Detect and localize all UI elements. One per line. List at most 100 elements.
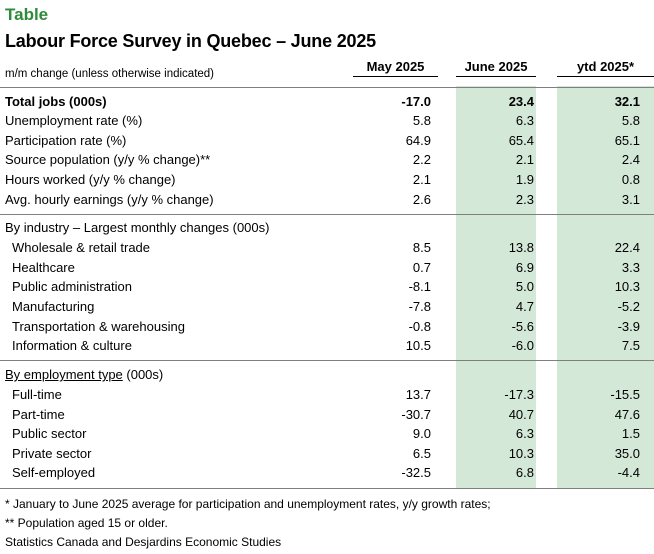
value-june: 65.4 bbox=[508, 133, 534, 148]
value-june: 6.3 bbox=[515, 113, 534, 128]
value-ytd: -5.2 bbox=[617, 299, 640, 314]
table-row-public-administration: Public administration -8.1 5.0 10.3 bbox=[0, 277, 654, 297]
value-june: -17.3 bbox=[504, 387, 534, 402]
row-label: Public sector bbox=[12, 426, 87, 441]
value-may: 13.7 bbox=[405, 387, 431, 402]
value-may: -0.8 bbox=[408, 319, 431, 334]
industry-section-title: By industry – Largest monthly changes (0… bbox=[5, 220, 270, 235]
value-ytd: 22.4 bbox=[614, 240, 640, 255]
table-row-manufacturing: Manufacturing -7.8 4.7 -5.2 bbox=[0, 297, 654, 317]
table-row-unemployment-rate: Unemployment rate (%) 5.8 6.3 5.8 bbox=[0, 111, 654, 131]
row-label: Information & culture bbox=[12, 338, 132, 353]
row-label: Full-time bbox=[12, 387, 62, 402]
table-row-information-culture: Information & culture 10.5 -6.0 7.5 bbox=[0, 336, 654, 356]
ytd-column-shade bbox=[557, 86, 654, 488]
row-label: Participation rate (%) bbox=[5, 133, 127, 148]
header-underline-ytd bbox=[557, 76, 654, 77]
value-may: -7.8 bbox=[408, 299, 431, 314]
table-row-total-jobs: Total jobs (000s) -17.0 23.4 32.1 bbox=[0, 92, 654, 112]
value-ytd: 0.8 bbox=[621, 172, 640, 187]
value-june: 5.0 bbox=[515, 279, 534, 294]
row-label: Public administration bbox=[12, 279, 132, 294]
value-may: -8.1 bbox=[408, 279, 431, 294]
value-june: 4.7 bbox=[515, 299, 534, 314]
bottom-rule bbox=[0, 488, 654, 489]
table-subheading: m/m change (unless otherwise indicated) bbox=[5, 68, 215, 80]
value-ytd: 3.1 bbox=[621, 192, 640, 207]
row-label: Transportation & warehousing bbox=[12, 319, 185, 334]
table-row-hourly-earnings: Avg. hourly earnings (y/y % change) 2.6 … bbox=[0, 190, 654, 210]
value-june: 6.3 bbox=[515, 426, 534, 441]
header-underline-june bbox=[456, 76, 536, 77]
column-header-june: June 2025 bbox=[464, 59, 528, 74]
column-header-may: May 2025 bbox=[366, 59, 425, 74]
value-may: 5.8 bbox=[412, 113, 431, 128]
value-ytd: 1.5 bbox=[621, 426, 640, 441]
value-june: 2.1 bbox=[515, 152, 534, 167]
table-label: Table bbox=[5, 5, 49, 24]
value-ytd: 35.0 bbox=[614, 446, 640, 461]
table-row-wholesale-retail: Wholesale & retail trade 8.5 13.8 22.4 bbox=[0, 238, 654, 258]
table-row-self-employed: Self-employed -32.5 6.8 -4.4 bbox=[0, 463, 654, 483]
value-june: 23.4 bbox=[508, 94, 534, 109]
value-ytd: 47.6 bbox=[614, 407, 640, 422]
row-label: Avg. hourly earnings (y/y % change) bbox=[5, 192, 214, 207]
value-may: 64.9 bbox=[405, 133, 431, 148]
row-label: Part-time bbox=[12, 407, 65, 422]
table-row-source-population: Source population (y/y % change)** 2.2 2… bbox=[0, 150, 654, 170]
employment-section-title: By employment type (000s) bbox=[5, 365, 163, 385]
row-label: Manufacturing bbox=[12, 299, 95, 314]
value-ytd: -3.9 bbox=[617, 319, 640, 334]
row-label: Total jobs (000s) bbox=[5, 94, 107, 109]
value-may: 2.2 bbox=[412, 152, 431, 167]
table-row-public-sector: Public sector 9.0 6.3 1.5 bbox=[0, 424, 654, 444]
row-label: Self-employed bbox=[12, 465, 96, 480]
value-may: -30.7 bbox=[401, 407, 431, 422]
column-header-ytd: ytd 2025* bbox=[576, 59, 635, 74]
value-june: -6.0 bbox=[511, 338, 534, 353]
table-row-private-sector: Private sector 6.5 10.3 35.0 bbox=[0, 444, 654, 464]
source-note: Statistics Canada and Desjardins Economi… bbox=[5, 535, 282, 549]
table-row-full-time: Full-time 13.7 -17.3 -15.5 bbox=[0, 385, 654, 405]
value-ytd: 65.1 bbox=[614, 133, 640, 148]
employment-section-title-rest: (000s) bbox=[122, 367, 164, 382]
value-may: 2.6 bbox=[412, 192, 431, 207]
value-ytd: 7.5 bbox=[621, 338, 640, 353]
value-may: 10.5 bbox=[405, 338, 431, 353]
value-june: 6.9 bbox=[515, 260, 534, 275]
section-divider bbox=[0, 214, 654, 215]
value-june: 6.8 bbox=[515, 465, 534, 480]
top-rule bbox=[0, 87, 654, 88]
table-row-hours-worked: Hours worked (y/y % change) 2.1 1.9 0.8 bbox=[0, 170, 654, 190]
value-june: 10.3 bbox=[508, 446, 534, 461]
employment-section-title-underlined: By employment type bbox=[5, 367, 123, 382]
table-row-healthcare: Healthcare 0.7 6.9 3.3 bbox=[0, 258, 654, 278]
value-ytd: 3.3 bbox=[621, 260, 640, 275]
row-label: Source population (y/y % change)** bbox=[5, 152, 211, 167]
row-label: Unemployment rate (%) bbox=[5, 113, 143, 128]
table-row-transportation: Transportation & warehousing -0.8 -5.6 -… bbox=[0, 317, 654, 337]
value-may: 9.0 bbox=[412, 426, 431, 441]
june-column-shade bbox=[456, 86, 536, 488]
value-may: 6.5 bbox=[412, 446, 431, 461]
header-underline-may bbox=[353, 76, 438, 77]
table-row-participation-rate: Participation rate (%) 64.9 65.4 65.1 bbox=[0, 131, 654, 151]
value-may: -17.0 bbox=[401, 94, 431, 109]
footnote-population: ** Population aged 15 or older. bbox=[5, 516, 168, 530]
value-may: -32.5 bbox=[401, 465, 431, 480]
section-divider bbox=[0, 360, 654, 361]
value-ytd: 32.1 bbox=[614, 94, 640, 109]
value-may: 0.7 bbox=[412, 260, 431, 275]
value-june: -5.6 bbox=[511, 319, 534, 334]
value-may: 2.1 bbox=[412, 172, 431, 187]
value-ytd: -4.4 bbox=[617, 465, 640, 480]
table-row-part-time: Part-time -30.7 40.7 47.6 bbox=[0, 405, 654, 425]
value-ytd: 5.8 bbox=[621, 113, 640, 128]
table-title: Labour Force Survey in Quebec – June 202… bbox=[5, 31, 376, 51]
value-ytd: 10.3 bbox=[614, 279, 640, 294]
value-ytd: 2.4 bbox=[621, 152, 640, 167]
row-label: Healthcare bbox=[12, 260, 75, 275]
value-june: 2.3 bbox=[515, 192, 534, 207]
value-may: 8.5 bbox=[412, 240, 431, 255]
value-june: 40.7 bbox=[508, 407, 534, 422]
